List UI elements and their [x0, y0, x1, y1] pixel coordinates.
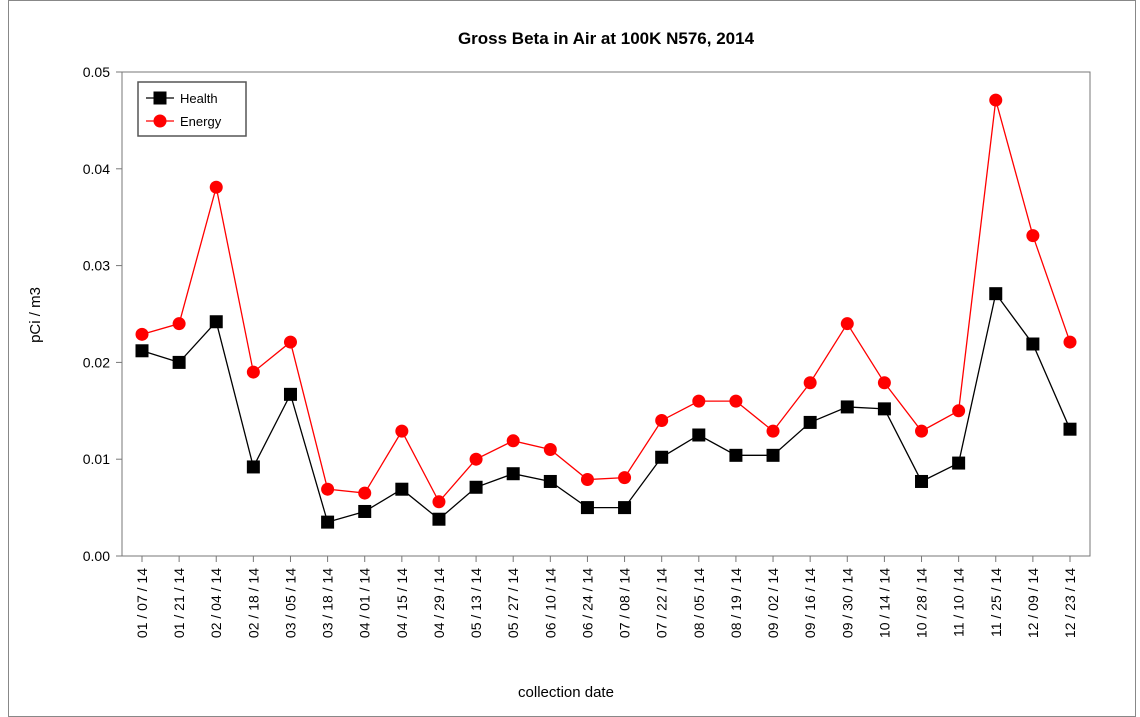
- legend: Health Energy: [137, 81, 247, 137]
- marker: [246, 365, 260, 379]
- marker: [172, 317, 186, 331]
- marker: [209, 180, 223, 194]
- marker: [135, 344, 149, 358]
- marker: [618, 471, 632, 485]
- y-tick-label: 0.04: [83, 161, 110, 177]
- marker: [1063, 422, 1077, 436]
- marker: [989, 287, 1003, 301]
- chart-title: Gross Beta in Air at 100K N576, 2014: [458, 29, 755, 48]
- marker: [692, 428, 706, 442]
- y-tick-label: 0.05: [83, 64, 110, 80]
- x-tick-label: 02 / 04 / 14: [208, 568, 224, 638]
- x-tick-label: 09 / 16 / 14: [802, 568, 818, 638]
- marker: [172, 355, 186, 369]
- x-tick-label: 12 / 09 / 14: [1025, 568, 1041, 638]
- x-tick-label: 03 / 18 / 14: [320, 568, 336, 638]
- x-tick-label: 07 / 08 / 14: [617, 568, 633, 638]
- marker: [1026, 337, 1040, 351]
- x-tick-label: 08 / 19 / 14: [728, 568, 744, 638]
- x-tick-label: 01 / 07 / 14: [134, 568, 150, 638]
- marker: [246, 460, 260, 474]
- x-tick-label: 01 / 21 / 14: [171, 568, 187, 638]
- y-tick-label: 0.02: [83, 354, 110, 370]
- marker: [989, 93, 1003, 107]
- marker: [506, 434, 520, 448]
- x-tick-label: 07 / 22 / 14: [654, 568, 670, 638]
- marker: [840, 400, 854, 414]
- series-line: [141, 99, 1071, 503]
- x-tick-label: 08 / 05 / 14: [691, 568, 707, 638]
- marker: [692, 394, 706, 408]
- x-tick-label: 05 / 27 / 14: [505, 568, 521, 638]
- marker: [580, 501, 594, 515]
- y-tick-label: 0.01: [83, 451, 110, 467]
- marker: [952, 404, 966, 418]
- marker: [395, 424, 409, 438]
- marker: [543, 474, 557, 488]
- marker: [1063, 335, 1077, 349]
- marker: [803, 415, 817, 429]
- marker: [1026, 229, 1040, 243]
- x-tick-label: 11 / 25 / 14: [988, 568, 1004, 637]
- x-tick-label: 10 / 14 / 14: [876, 568, 892, 638]
- marker: [952, 456, 966, 470]
- x-tick-label: 06 / 24 / 14: [579, 568, 595, 638]
- x-tick-label: 05 / 13 / 14: [468, 568, 484, 638]
- marker: [543, 443, 557, 457]
- x-tick-label: 04 / 15 / 14: [394, 568, 410, 638]
- x-axis-title: collection date: [518, 684, 614, 701]
- marker: [915, 424, 929, 438]
- legend-label: Health: [180, 91, 218, 106]
- marker: [432, 495, 446, 509]
- marker: [321, 482, 335, 496]
- marker: [395, 482, 409, 496]
- series-line: [141, 292, 1071, 523]
- marker: [153, 114, 167, 128]
- marker: [580, 473, 594, 487]
- marker: [283, 335, 297, 349]
- marker: [803, 376, 817, 390]
- x-tick-label: 10 / 28 / 14: [914, 568, 930, 638]
- marker: [840, 317, 854, 331]
- marker: [469, 452, 483, 466]
- y-tick-label: 0.03: [83, 258, 110, 274]
- marker: [729, 394, 743, 408]
- legend-box: [137, 81, 247, 137]
- x-tick-label: 06 / 10 / 14: [542, 568, 558, 638]
- marker: [469, 480, 483, 494]
- marker: [655, 450, 669, 464]
- x-tick-label: 09 / 02 / 14: [765, 568, 781, 638]
- marker: [766, 448, 780, 462]
- x-tick-label: 02 / 18 / 14: [245, 568, 261, 638]
- marker: [283, 387, 297, 401]
- x-tick-label: 03 / 05 / 14: [282, 568, 298, 638]
- marker: [729, 448, 743, 462]
- marker: [877, 402, 891, 416]
- x-tick-label: 12 / 23 / 14: [1062, 568, 1078, 638]
- marker: [432, 512, 446, 526]
- marker: [915, 474, 929, 488]
- legend-label: Energy: [180, 114, 222, 129]
- y-tick-label: 0.00: [83, 548, 110, 564]
- marker: [655, 413, 669, 427]
- marker: [618, 501, 632, 515]
- y-axis-title: pCi / m3: [27, 287, 44, 343]
- marker: [358, 486, 372, 500]
- marker: [135, 327, 149, 341]
- marker: [877, 376, 891, 390]
- marker: [766, 424, 780, 438]
- x-tick-label: 04 / 29 / 14: [431, 568, 447, 638]
- marker: [153, 91, 167, 105]
- marker: [321, 515, 335, 529]
- x-tick-label: 09 / 30 / 14: [839, 568, 855, 638]
- plot-area: [121, 71, 1091, 557]
- x-tick-label: 04 / 01 / 14: [357, 568, 373, 638]
- marker: [358, 504, 372, 518]
- marker: [506, 467, 520, 481]
- x-tick-label: 11 / 10 / 14: [951, 568, 967, 637]
- marker: [209, 315, 223, 329]
